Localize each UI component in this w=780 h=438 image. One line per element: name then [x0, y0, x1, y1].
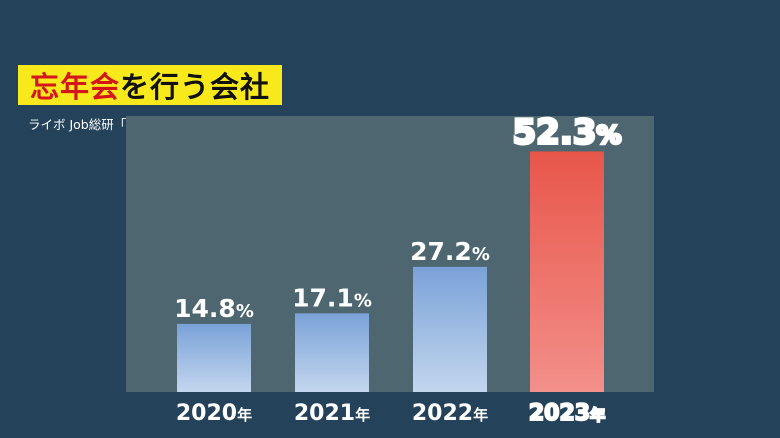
- value-label-2023: 52.3%: [513, 112, 622, 152]
- title-rest: を行う会社: [120, 70, 271, 104]
- category-label-2021: 2021年: [294, 401, 370, 426]
- chart-title: 忘年会 を行う会社: [18, 65, 283, 105]
- category-label-2020: 2020年: [176, 401, 252, 426]
- bar-2020: [177, 323, 251, 392]
- bar-2023: [530, 151, 604, 392]
- value-label-2021: 17.1%: [292, 283, 372, 312]
- bar-2021: [295, 313, 369, 392]
- category-label-2023: 2023年: [529, 401, 605, 426]
- value-label-2020: 14.8%: [174, 294, 254, 323]
- title-highlight: 忘年会: [30, 70, 121, 104]
- bar-2022: [413, 266, 487, 392]
- value-label-2022: 27.2%: [410, 237, 490, 266]
- category-label-2022: 2022年: [412, 401, 488, 426]
